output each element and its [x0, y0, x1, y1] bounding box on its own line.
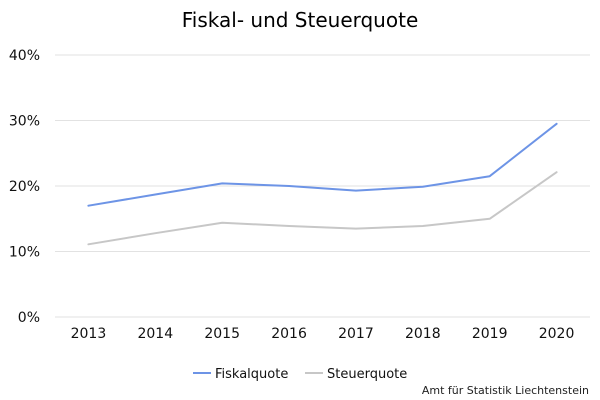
x-tick-label: 2015 [204, 326, 240, 342]
source-note: Amt für Statistik Liechtenstein [422, 384, 589, 397]
chart-title: Fiskal- und Steuerquote [182, 8, 419, 32]
y-tick-label: 0% [18, 310, 40, 326]
x-tick-label: 2016 [271, 326, 307, 342]
x-tick-label: 2014 [137, 326, 173, 342]
y-tick-label: 30% [9, 114, 40, 130]
x-tick-label: 2017 [338, 326, 374, 342]
series-line [87, 171, 558, 246]
x-axis-ticks: 2013 2014 2015 2016 2017 2018 2019 2020 [71, 326, 575, 342]
y-axis-ticks: 0% 10% 20% 30% 40% [9, 48, 40, 326]
gridlines [55, 54, 590, 318]
legend: Fiskalquote Steuerquote [193, 367, 407, 382]
x-tick-label: 2018 [405, 326, 441, 342]
legend-label: Fiskalquote [215, 367, 288, 382]
x-tick-label: 2019 [472, 326, 508, 342]
y-tick-label: 20% [9, 179, 40, 195]
x-tick-label: 2013 [71, 326, 107, 342]
y-tick-label: 10% [9, 245, 40, 261]
legend-label: Steuerquote [327, 367, 407, 382]
y-tick-label: 40% [9, 48, 40, 64]
x-tick-label: 2020 [539, 326, 575, 342]
series-line [87, 122, 558, 207]
series-lines [87, 122, 558, 246]
